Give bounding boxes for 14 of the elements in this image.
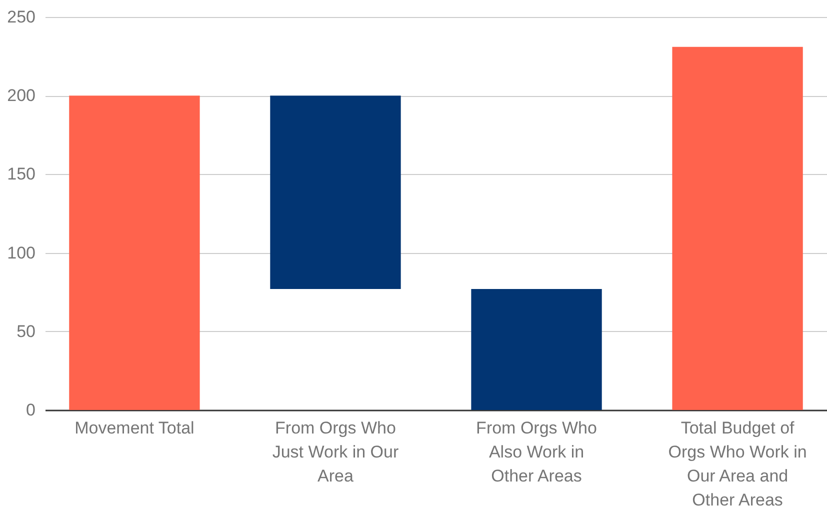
x-tick-label: From Orgs Who Also Work in Other Areas [476, 418, 597, 486]
bar [69, 96, 200, 410]
x-tick-label: Movement Total [74, 418, 194, 438]
x-tick-label: From Orgs Who Just Work in Our Area [272, 418, 399, 486]
y-tick-label: 50 [16, 322, 36, 341]
bar [270, 96, 401, 289]
y-tick-label: 0 [26, 400, 36, 420]
bar [471, 288, 602, 410]
y-tick-label: 100 [7, 243, 36, 262]
bar [672, 46, 803, 410]
x-tick-label: Total Budget of Orgs Who Work in Our Area and Other Areas [668, 418, 807, 510]
y-tick-label: 250 [7, 8, 36, 26]
y-tick-label: 150 [7, 164, 36, 184]
y-tick-label: 200 [7, 86, 36, 106]
